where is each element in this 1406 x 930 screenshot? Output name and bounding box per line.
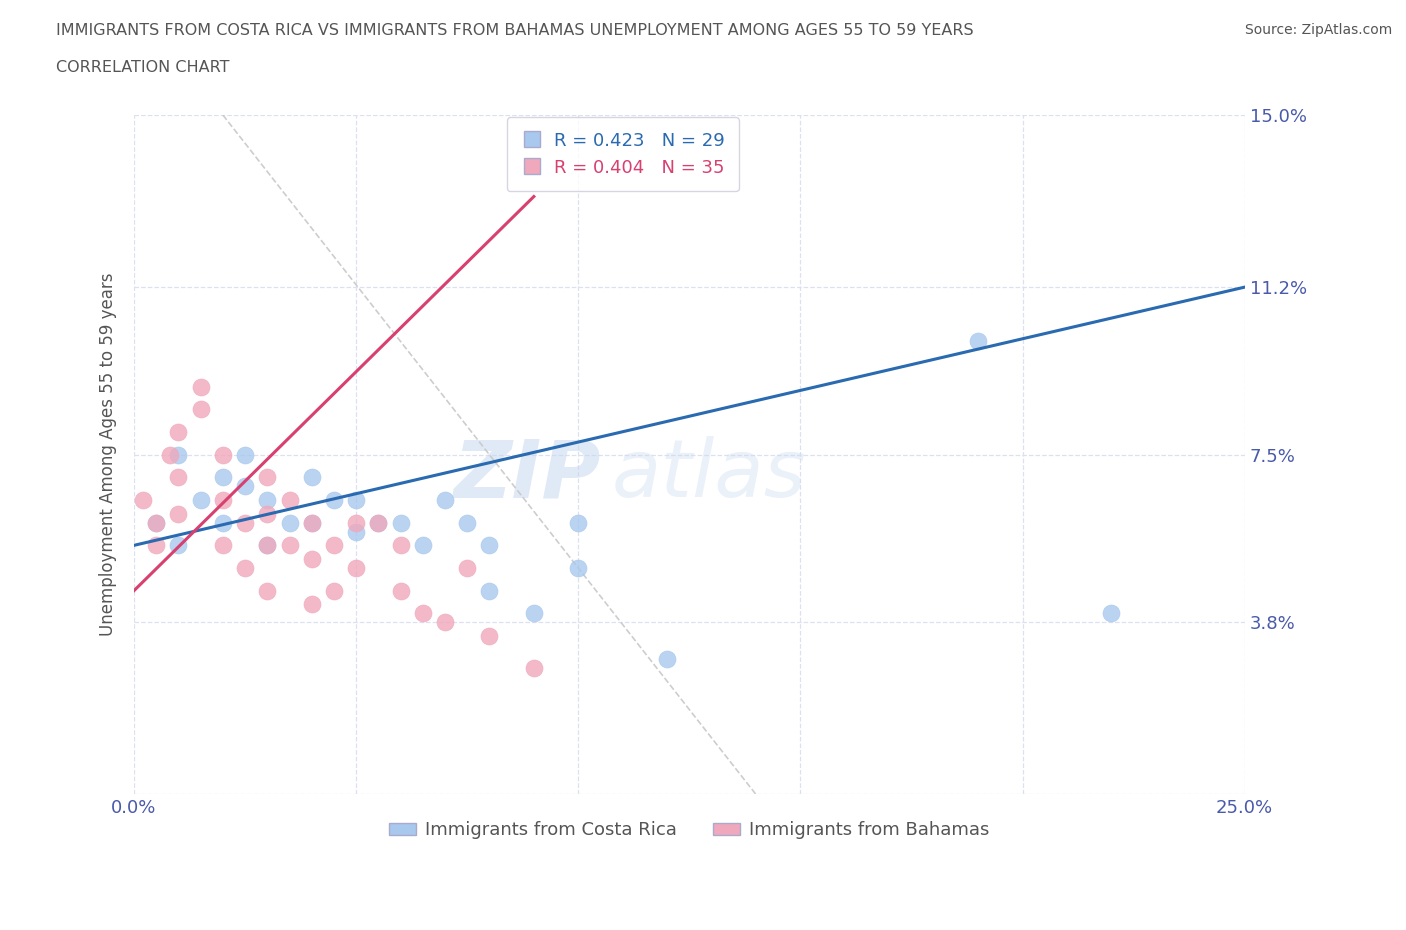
Point [523, 660, 546, 675]
Point [233, 561, 256, 576]
Point [655, 651, 678, 666]
Point [323, 538, 346, 552]
Point [301, 515, 323, 530]
Point [145, 515, 167, 530]
Point [456, 561, 478, 576]
Point [233, 447, 256, 462]
Point [167, 506, 190, 521]
Point [567, 561, 589, 576]
Point [256, 506, 278, 521]
Point [412, 605, 434, 620]
Point [389, 583, 412, 598]
Point [132, 493, 155, 508]
Point [190, 493, 212, 508]
Text: CORRELATION CHART: CORRELATION CHART [56, 60, 229, 75]
Point [367, 515, 389, 530]
Point [344, 561, 367, 576]
Point [478, 538, 501, 552]
Point [167, 447, 190, 462]
Point [190, 402, 212, 417]
Point [301, 597, 323, 612]
Point [212, 493, 235, 508]
Point [412, 538, 434, 552]
Point [344, 525, 367, 539]
Y-axis label: Unemployment Among Ages 55 to 59 years: Unemployment Among Ages 55 to 59 years [100, 273, 117, 636]
Point [344, 515, 367, 530]
Point [159, 447, 181, 462]
Point [323, 493, 346, 508]
Point [967, 334, 990, 349]
Point [478, 583, 501, 598]
Point [278, 538, 301, 552]
Point [145, 515, 167, 530]
Text: IMMIGRANTS FROM COSTA RICA VS IMMIGRANTS FROM BAHAMAS UNEMPLOYMENT AMONG AGES 55: IMMIGRANTS FROM COSTA RICA VS IMMIGRANTS… [56, 23, 974, 38]
Point [278, 515, 301, 530]
Point [256, 470, 278, 485]
Point [212, 470, 235, 485]
Point [456, 515, 478, 530]
Point [301, 470, 323, 485]
Point [212, 515, 235, 530]
Text: atlas: atlas [612, 436, 807, 514]
Point [367, 515, 389, 530]
Point [278, 493, 301, 508]
Text: Source: ZipAtlas.com: Source: ZipAtlas.com [1244, 23, 1392, 37]
Point [301, 515, 323, 530]
Legend: Immigrants from Costa Rica, Immigrants from Bahamas: Immigrants from Costa Rica, Immigrants f… [382, 814, 997, 846]
Point [167, 470, 190, 485]
Point [301, 551, 323, 566]
Point [256, 493, 278, 508]
Point [233, 515, 256, 530]
Point [523, 605, 546, 620]
Point [212, 447, 235, 462]
Point [434, 615, 457, 630]
Point [212, 538, 235, 552]
Point [190, 379, 212, 394]
Point [256, 538, 278, 552]
Point [344, 493, 367, 508]
Point [233, 479, 256, 494]
Point [567, 515, 589, 530]
Point [478, 629, 501, 644]
Point [145, 538, 167, 552]
Point [389, 538, 412, 552]
Point [256, 583, 278, 598]
Point [389, 515, 412, 530]
Point [323, 583, 346, 598]
Point [167, 425, 190, 440]
Point [434, 493, 457, 508]
Point [256, 538, 278, 552]
Point [1099, 605, 1122, 620]
Text: ZIP: ZIP [453, 436, 600, 514]
Point [167, 538, 190, 552]
